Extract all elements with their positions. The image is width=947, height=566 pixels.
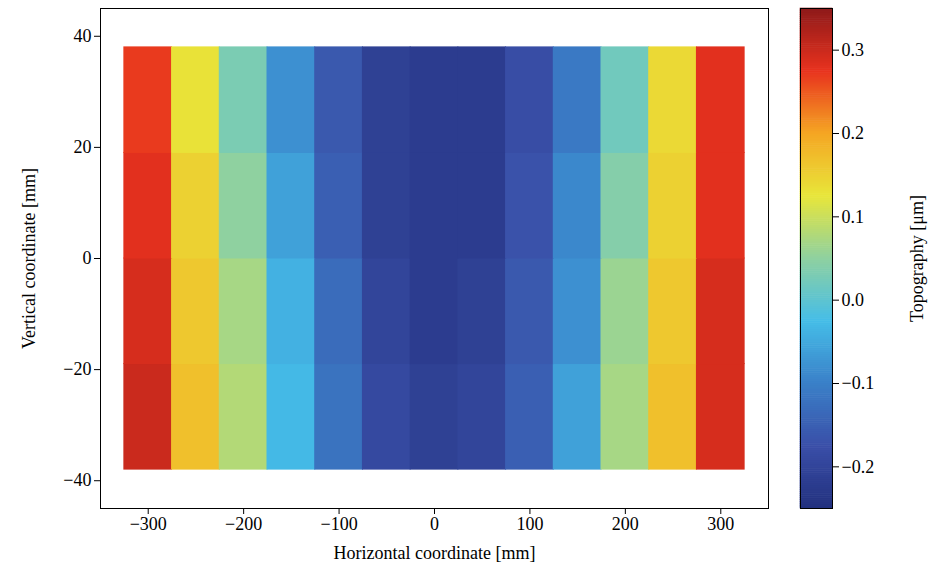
svg-text:Vertical coordinate [mm]: Vertical coordinate [mm] <box>19 168 39 349</box>
svg-text:−20: −20 <box>63 359 91 379</box>
svg-text:−300: −300 <box>130 514 167 534</box>
svg-text:0.0: 0.0 <box>842 290 865 310</box>
svg-text:0.3: 0.3 <box>842 40 865 60</box>
svg-text:Topography [μm]: Topography [μm] <box>907 195 927 322</box>
svg-text:0: 0 <box>430 514 439 534</box>
svg-text:100: 100 <box>516 514 543 534</box>
svg-text:−200: −200 <box>225 514 262 534</box>
svg-text:300: 300 <box>707 514 734 534</box>
svg-text:0: 0 <box>83 248 92 268</box>
svg-text:0.1: 0.1 <box>842 207 865 227</box>
svg-text:−0.1: −0.1 <box>842 373 875 393</box>
svg-text:Horizontal coordinate [mm]: Horizontal coordinate [mm] <box>334 543 536 563</box>
svg-text:−0.2: −0.2 <box>842 457 875 477</box>
svg-text:20: 20 <box>74 137 92 157</box>
svg-text:−100: −100 <box>320 514 357 534</box>
svg-text:200: 200 <box>612 514 639 534</box>
svg-text:0.2: 0.2 <box>842 123 865 143</box>
svg-text:40: 40 <box>74 26 92 46</box>
svg-text:−40: −40 <box>63 470 91 490</box>
